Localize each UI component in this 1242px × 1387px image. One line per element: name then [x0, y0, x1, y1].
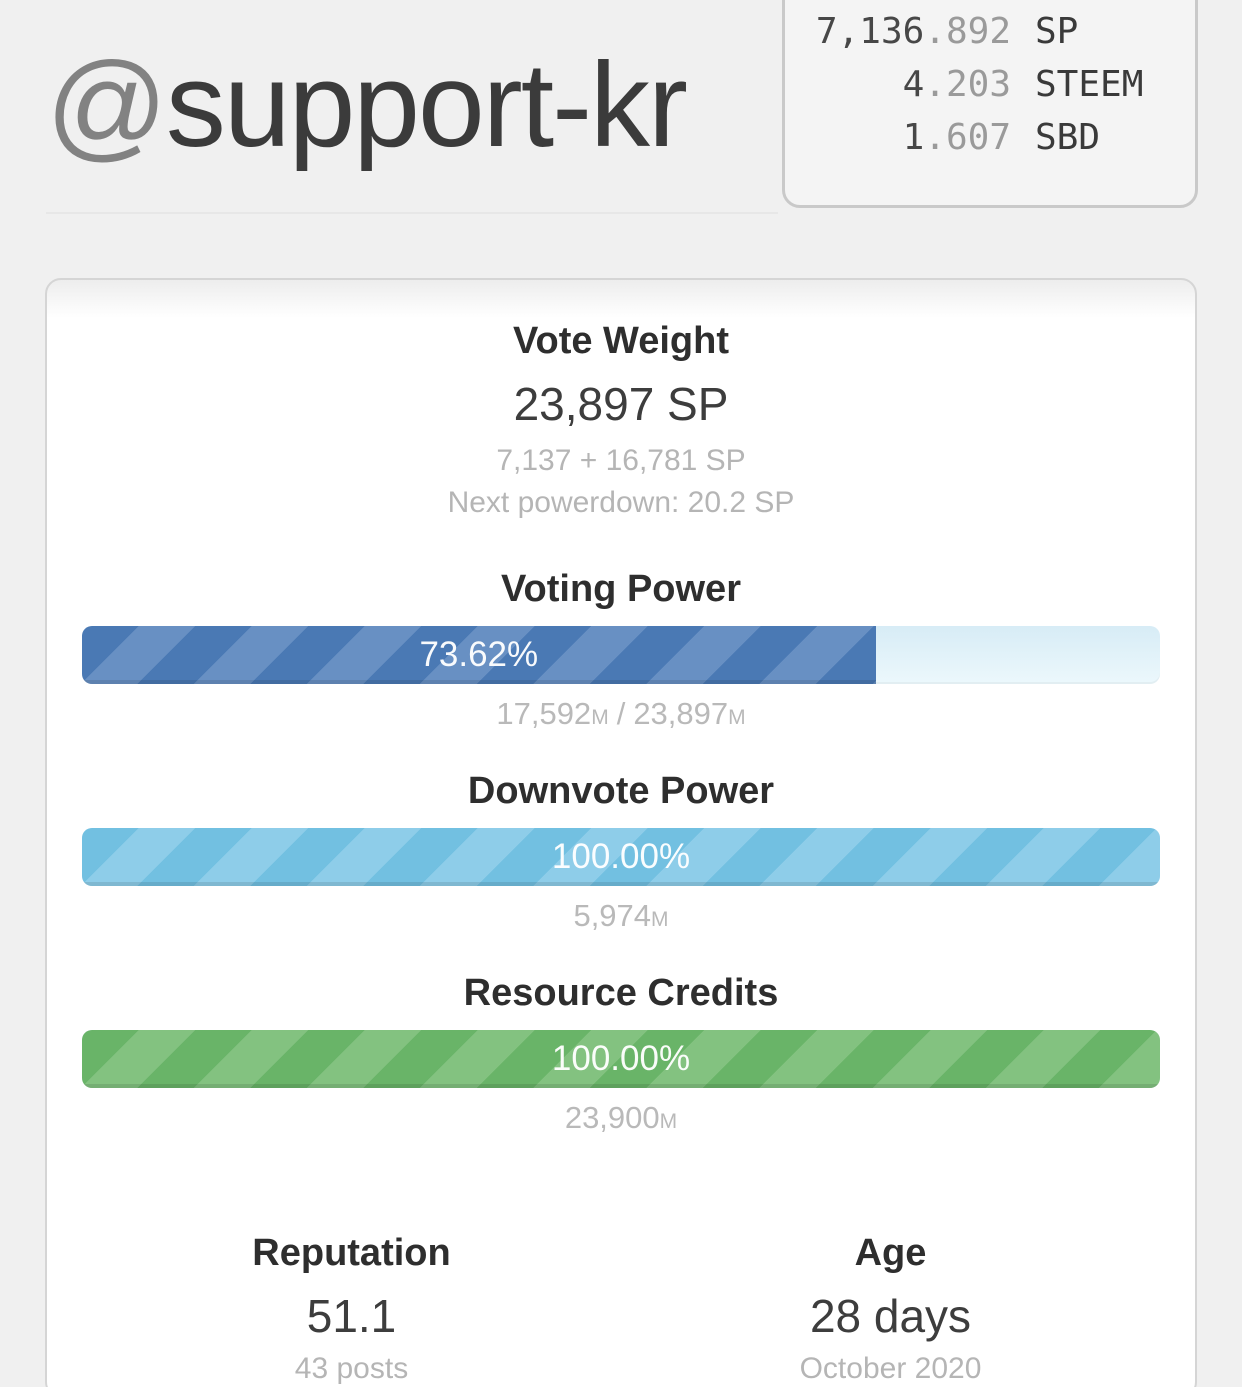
balance-amount: 1.607	[902, 117, 1011, 158]
balance-box: 7,136.892 SP 4.203 STEEM 1.607 SBD	[782, 0, 1198, 208]
account-username: @support-kr	[46, 30, 1242, 180]
downvote-power-bar-fill: 100.00%	[82, 828, 1160, 886]
balance-row-sbd: 1.607 SBD	[807, 111, 1169, 164]
reputation-value: 51.1	[306, 1290, 397, 1342]
vote-weight-value: 23,897 SP	[513, 378, 729, 430]
page-header: @support-kr 7,136.892 SP 4.203 STEEM 1.6…	[0, 0, 1242, 215]
resource-credits-percent: 100.00%	[551, 1039, 691, 1078]
resource-credits-mana: 23,900M	[564, 1100, 678, 1135]
reputation-title: Reputation	[252, 1232, 451, 1274]
balance-amount: 4.203	[902, 64, 1011, 105]
reputation-block: Reputation 51.1 43 posts	[82, 1232, 621, 1384]
balance-unit: STEEM	[1035, 64, 1144, 105]
balance-unit: SP	[1035, 11, 1079, 52]
balance-amount: 7,136.892	[815, 11, 1011, 52]
username-text: support-kr	[165, 38, 688, 172]
balance-row-steem: 4.203 STEEM	[807, 58, 1169, 111]
resource-credits-title: Resource Credits	[463, 972, 779, 1014]
resource-credits-bar: 100.00%	[82, 1030, 1160, 1088]
header-divider	[46, 212, 778, 214]
voting-power-percent: 73.62%	[419, 635, 539, 674]
voting-power-title: Voting Power	[501, 568, 741, 610]
vote-weight-next-powerdown: Next powerdown: 20.2 SP	[447, 486, 795, 519]
stats-row: Reputation 51.1 43 posts Age 28 days Oct…	[82, 1232, 1160, 1384]
at-symbol: @	[46, 38, 168, 172]
vote-weight-title: Vote Weight	[512, 320, 730, 362]
balance-row-sp: 7,136.892 SP	[807, 5, 1169, 58]
reputation-posts: 43 posts	[294, 1352, 409, 1385]
age-block: Age 28 days October 2020	[621, 1232, 1160, 1384]
vote-weight-breakdown: 7,137 + 16,781 SP	[496, 444, 746, 477]
account-stats-card: Vote Weight 23,897 SP 7,137 + 16,781 SP …	[45, 278, 1197, 1387]
downvote-power-bar: 100.00%	[82, 828, 1160, 886]
age-title: Age	[854, 1232, 927, 1274]
voting-power-bar: 73.62%	[82, 626, 1160, 684]
age-value: 28 days	[809, 1290, 972, 1342]
voting-power-bar-fill: 73.62%	[82, 626, 876, 684]
downvote-power-title: Downvote Power	[467, 770, 775, 812]
downvote-power-percent: 100.00%	[551, 837, 691, 876]
resource-credits-bar-fill: 100.00%	[82, 1030, 1160, 1088]
voting-power-mana: 17,592M/23,897M	[496, 696, 746, 731]
age-since: October 2020	[799, 1352, 982, 1385]
balance-unit: SBD	[1035, 117, 1101, 158]
downvote-power-mana: 5,974M	[573, 898, 669, 933]
